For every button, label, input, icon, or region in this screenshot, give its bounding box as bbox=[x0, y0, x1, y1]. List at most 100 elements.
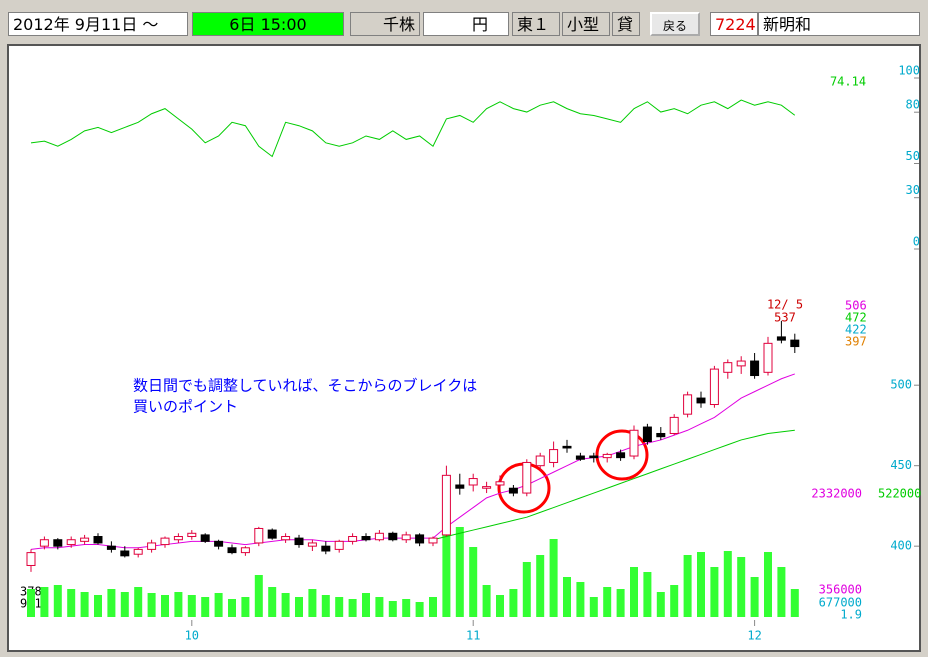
candle-body bbox=[696, 397, 706, 404]
note: 買いのポイント bbox=[133, 398, 238, 416]
volume-bar bbox=[522, 562, 531, 617]
candle-body bbox=[267, 529, 277, 539]
ma-label: 472 bbox=[845, 311, 867, 325]
volume-bar bbox=[80, 592, 89, 617]
unit-label: 千株 bbox=[350, 12, 420, 36]
x-tick-label: 11 bbox=[466, 629, 480, 643]
candle-body bbox=[160, 537, 170, 546]
candle-body bbox=[334, 540, 344, 550]
candle-body bbox=[214, 540, 224, 547]
volume-bar bbox=[563, 577, 571, 617]
candle-body bbox=[374, 532, 384, 541]
vol-label: 2332000 bbox=[811, 487, 862, 501]
y-tick-label: 500 bbox=[890, 378, 912, 392]
ma-label: 506 bbox=[845, 299, 867, 313]
candle-body bbox=[173, 536, 183, 541]
candle-body bbox=[133, 548, 143, 555]
volume-bar bbox=[549, 539, 558, 617]
volume-bar bbox=[630, 567, 638, 617]
candle-body bbox=[723, 362, 733, 373]
volume-bar bbox=[94, 595, 102, 617]
volume-bar bbox=[616, 589, 625, 617]
volume-bar bbox=[362, 593, 370, 617]
volume-bar bbox=[53, 585, 62, 617]
volume-bar bbox=[241, 597, 250, 617]
volume-bar bbox=[576, 582, 585, 617]
candle-body bbox=[522, 461, 532, 494]
volume-bar bbox=[107, 589, 116, 617]
date-field[interactable]: 2012年 9月11日 ～ bbox=[8, 12, 188, 36]
candle-body bbox=[602, 453, 612, 459]
volume-bar bbox=[442, 495, 451, 617]
volume-bar bbox=[429, 597, 437, 617]
candle-body bbox=[776, 336, 786, 341]
volume-bar bbox=[321, 595, 330, 617]
period-field[interactable]: 6日 15:00 bbox=[192, 12, 344, 36]
volume-bar bbox=[254, 575, 263, 617]
volume-bar bbox=[790, 589, 799, 617]
ratio-label: 1.9 bbox=[840, 608, 862, 622]
volume-bar bbox=[697, 552, 705, 617]
rsi-tick-label: 50 bbox=[906, 149, 920, 163]
candle-body bbox=[642, 426, 652, 443]
candle-body bbox=[589, 455, 599, 459]
code-field[interactable]: 7224 bbox=[710, 12, 758, 36]
candle-body bbox=[240, 547, 250, 554]
candle-body bbox=[120, 550, 130, 557]
volume-bar bbox=[777, 567, 786, 617]
market-label: 東１ bbox=[512, 12, 560, 36]
candle-body bbox=[66, 539, 76, 546]
ma-label: 397 bbox=[845, 335, 867, 349]
y-tick-label: 400 bbox=[890, 539, 912, 553]
candle-body bbox=[495, 481, 505, 486]
candle-body bbox=[294, 537, 304, 546]
volume-bar bbox=[603, 587, 612, 617]
candle-body bbox=[763, 342, 773, 373]
volume-bar bbox=[375, 597, 384, 617]
candle-body bbox=[468, 478, 478, 486]
candle-body bbox=[482, 486, 492, 489]
candle-body bbox=[281, 536, 291, 541]
candle-body bbox=[307, 542, 317, 547]
highlight-circle bbox=[595, 429, 649, 481]
candle-body bbox=[26, 552, 36, 566]
volume-bar bbox=[228, 599, 236, 617]
candle-body bbox=[508, 487, 518, 494]
currency-select[interactable]: 円 bbox=[423, 12, 509, 36]
volume-bar bbox=[670, 585, 679, 617]
volume-bar bbox=[496, 595, 504, 617]
volume-bar bbox=[415, 602, 424, 617]
candle-body bbox=[187, 532, 197, 538]
candle-body bbox=[388, 532, 398, 541]
volume-bar bbox=[388, 601, 397, 617]
candle-body bbox=[39, 539, 49, 547]
vol-label: 356000 bbox=[819, 583, 862, 597]
candle-body bbox=[535, 455, 545, 467]
candle-body bbox=[401, 534, 411, 541]
candle-body bbox=[147, 542, 157, 550]
rsi-tick-label: 100 bbox=[898, 64, 920, 78]
volume-bar bbox=[174, 592, 183, 617]
y-tick-label: 450 bbox=[890, 458, 912, 472]
candle-body bbox=[361, 536, 371, 541]
candle-body bbox=[80, 537, 90, 542]
volume-bar bbox=[134, 587, 143, 617]
candle-body bbox=[575, 455, 585, 460]
back-button[interactable]: 戻る bbox=[650, 12, 700, 36]
volume-bar bbox=[482, 585, 491, 617]
candle-body bbox=[656, 432, 666, 438]
candle-body bbox=[321, 545, 331, 552]
x-tick-label: 10 bbox=[185, 629, 199, 643]
moving-average bbox=[432, 429, 795, 541]
volume-bar bbox=[147, 593, 156, 617]
candle-body bbox=[562, 445, 572, 449]
vol-label: 677000 bbox=[819, 596, 862, 610]
candle-body bbox=[348, 536, 358, 542]
volume-bar bbox=[750, 577, 759, 617]
volume-bar bbox=[656, 592, 665, 617]
volume-bar bbox=[120, 592, 129, 617]
volume-bar bbox=[348, 599, 357, 617]
volume-bar bbox=[402, 599, 411, 617]
candle-body bbox=[709, 368, 719, 406]
